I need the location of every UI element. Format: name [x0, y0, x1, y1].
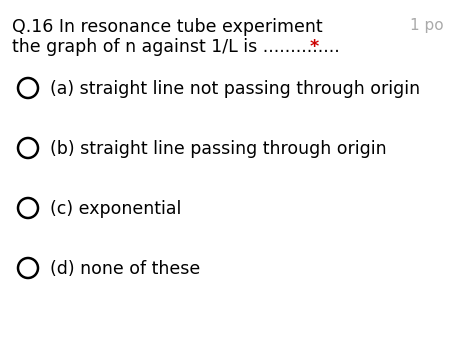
Text: 1 po: 1 po [410, 18, 444, 33]
Text: Q.16 In resonance tube experiment: Q.16 In resonance tube experiment [12, 18, 323, 36]
Text: (a) straight line not passing through origin: (a) straight line not passing through or… [50, 80, 420, 98]
Text: (c) exponential: (c) exponential [50, 200, 182, 218]
Text: *: * [310, 38, 319, 56]
Text: (d) none of these: (d) none of these [50, 260, 200, 278]
Text: (b) straight line passing through origin: (b) straight line passing through origin [50, 140, 387, 158]
Text: the graph of n against 1/L is ..............: the graph of n against 1/L is ..........… [12, 38, 345, 56]
